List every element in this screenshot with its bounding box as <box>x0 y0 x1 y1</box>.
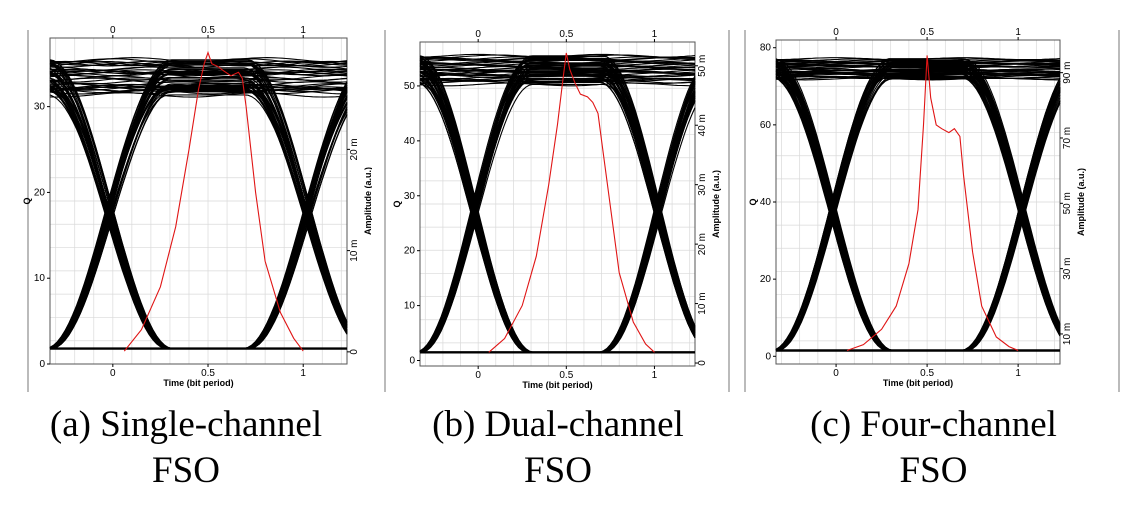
eye-trace <box>419 74 696 79</box>
eye-trace <box>419 55 696 353</box>
y-tick-label-left: 40 <box>760 197 772 208</box>
eye-trace <box>49 60 348 350</box>
y-tick-label-right: 30 m <box>1062 258 1073 280</box>
x-tick-label-bottom: 0 <box>833 368 839 379</box>
panel-four-channel: 0 0.5 1 0 0.5 1 0 20 40 60 80 10 m 30 m 50 m 70 m 90 m T… <box>744 0 1123 524</box>
y-tick-label-left: 0 <box>409 356 415 367</box>
y-tick-label-right: 70 m <box>1062 127 1073 149</box>
x-tick-label-top: 0 <box>110 25 116 36</box>
eye-traces <box>49 57 348 350</box>
x-tick-label-top: 0 <box>833 27 839 38</box>
x-tick-label-top: 0.5 <box>559 29 573 40</box>
y-tick-label-left: 50 <box>404 81 416 92</box>
eye-trace <box>776 68 1061 72</box>
plot-area <box>49 37 348 365</box>
x-tick-label-top: 0 <box>475 29 481 40</box>
y-tick-label-left: 20 <box>404 246 416 257</box>
y-tick-label-right: 20 m <box>349 138 360 160</box>
eye-traces <box>775 57 1061 352</box>
caption-line-1: (a) Single-channel <box>49 404 323 445</box>
q-factor-curve <box>846 55 1019 352</box>
y-tick-label-right: 20 m <box>697 233 708 255</box>
eye-diagram-four-channel: 0 0.5 1 0 0.5 1 0 20 40 60 80 10 m 30 m 50 m 70 m 90 m T… <box>744 27 1120 392</box>
y-tick-label-right: 50 m <box>1062 192 1073 214</box>
q-factor-curve <box>123 50 304 352</box>
y-axis-label-left: Q <box>22 197 32 204</box>
eye-trace <box>49 92 348 98</box>
caption-line-1: (c) Four-channel <box>810 404 1057 445</box>
y-tick-label-left: 20 <box>34 187 46 198</box>
panel-single-channel: 0 0.5 1 0 0.5 1 0 10 20 30 0 10 m 20 m Time (bit peri… <box>0 0 372 524</box>
x-tick-label-top: 1 <box>652 29 658 40</box>
eye-trace <box>49 59 348 350</box>
y-tick-label-left: 20 <box>760 274 772 285</box>
eye-trace <box>49 60 348 66</box>
y-tick-label-left: 60 <box>760 120 772 131</box>
eye-traces <box>419 53 696 354</box>
y-tick-label-left: 40 <box>404 136 416 147</box>
y-tick-label-left: 30 <box>34 102 46 113</box>
x-tick-label-bottom: 1 <box>1015 368 1021 379</box>
y-tick-label-left: 10 <box>34 273 46 284</box>
y-axis-label-right: Amplitude (a.u.) <box>1076 168 1086 236</box>
caption-line-1: (b) Dual-channel <box>432 404 684 445</box>
eye-trace <box>419 76 696 81</box>
eye-trace <box>49 71 348 78</box>
eye-trace <box>775 72 1061 76</box>
eye-trace <box>775 58 1061 351</box>
caption-line-2: FSO <box>152 450 220 491</box>
y-tick-label-right: 30 m <box>697 174 708 196</box>
y-tick-label-right: 40 m <box>697 114 708 136</box>
y-tick-label-right: 50 m <box>697 55 708 77</box>
caption-line-2: FSO <box>899 450 968 491</box>
y-tick-label-right: 0 <box>697 360 708 366</box>
caption-single-channel: (a) Single-channel FSO <box>0 402 372 494</box>
y-tick-label-right: 10 m <box>349 239 360 261</box>
y-tick-label-left: 10 <box>404 301 416 312</box>
x-axis-label: Time (bit period) <box>883 378 953 388</box>
y-tick-label-right: 10 m <box>697 292 708 314</box>
x-tick-label-bottom: 0.5 <box>201 368 215 379</box>
x-tick-label-bottom: 1 <box>300 368 306 379</box>
y-tick-label-left: 80 <box>760 43 772 54</box>
y-tick-label-right: 10 m <box>1062 323 1073 345</box>
x-tick-label-bottom: 0 <box>475 370 481 381</box>
eye-trace <box>419 53 696 58</box>
y-axis-label-left: Q <box>748 198 758 205</box>
eye-trace <box>49 58 348 64</box>
plot-area <box>419 41 696 367</box>
eye-trace <box>775 59 1061 352</box>
y-tick-label-right: 90 m <box>1062 62 1073 84</box>
eye-trace <box>419 59 696 353</box>
x-tick-label-top: 0.5 <box>201 25 215 36</box>
y-tick-label-left: 0 <box>765 351 771 362</box>
x-axis-label: Time (bit period) <box>163 378 233 388</box>
x-tick-label-top: 1 <box>1015 27 1021 38</box>
q-factor-curve <box>488 52 655 353</box>
eye-trace <box>49 66 347 72</box>
x-tick-label-bottom: 1 <box>652 370 658 381</box>
eye-trace <box>49 77 348 83</box>
y-axis-label-left: Q <box>392 200 402 207</box>
y-axis-label-right: Amplitude (a.u.) <box>363 167 372 235</box>
eye-trace <box>419 60 696 65</box>
y-tick-label-left: 30 <box>404 191 416 202</box>
eye-trace <box>776 57 1061 61</box>
caption-line-2: FSO <box>524 450 592 491</box>
eye-trace <box>49 62 348 349</box>
x-tick-label-bottom: 0 <box>110 368 116 379</box>
caption-dual-channel: (b) Dual-channel FSO <box>372 402 744 494</box>
y-tick-label-left: 0 <box>39 359 45 370</box>
y-axis-label-right: Amplitude (a.u.) <box>711 170 721 238</box>
panel-dual-channel: 0 0.5 1 0 0.5 1 0 10 20 30 40 50 0 10 m 20 m 30 m 40 m 50… <box>372 0 744 524</box>
x-tick-label-top: 0.5 <box>920 27 934 38</box>
x-tick-label-bottom: 0.5 <box>920 368 934 379</box>
x-tick-label-top: 1 <box>300 25 306 36</box>
x-axis-label: Time (bit period) <box>522 380 592 390</box>
x-tick-label-bottom: 0.5 <box>559 370 573 381</box>
y-tick-label-right: 0 <box>349 349 360 355</box>
caption-four-channel: (c) Four-channel FSO <box>744 402 1123 494</box>
